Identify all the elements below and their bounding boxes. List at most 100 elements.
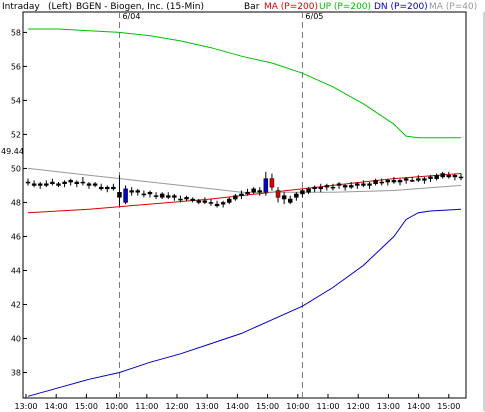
x-tick-label: 12:00 [347, 402, 370, 411]
price-bar [428, 175, 433, 183]
price-bar [111, 183, 116, 191]
price-bar-body [105, 186, 110, 190]
price-bar-body [300, 190, 305, 195]
chart-style-label: Bar [244, 2, 260, 12]
y-tick-label: 44 [11, 266, 21, 275]
series-line-up-p-200- [28, 28, 461, 139]
x-tick-label: 10:00 [105, 402, 128, 411]
side-label: (Left) [48, 2, 72, 12]
price-bar-body [220, 202, 226, 205]
price-bar-body [68, 180, 73, 183]
price-bar [452, 173, 458, 181]
price-bar [25, 178, 31, 186]
price-bar-body [391, 180, 397, 183]
price-bar [123, 185, 128, 205]
price-bar-body [275, 190, 281, 198]
price-bar-body [172, 195, 177, 198]
price-bar [440, 171, 445, 179]
x-tick-label: 15:00 [256, 402, 279, 411]
price-bar-body [196, 200, 202, 203]
price-bar [31, 180, 37, 188]
price-bar-body [434, 174, 439, 179]
price-bar-body [62, 181, 67, 184]
price-bar-body [263, 178, 269, 193]
day-separator-label: 6/04 [122, 12, 140, 21]
price-bar [129, 187, 134, 196]
y-tick-label: 38 [11, 368, 21, 377]
price-bar [220, 200, 226, 208]
x-tick-label: 13:00 [377, 402, 400, 411]
price-bar [336, 182, 342, 189]
y-tick-label: 56 [11, 62, 21, 71]
price-bar-body [452, 174, 458, 178]
price-bar-body [348, 185, 354, 188]
x-tick-label: 11:00 [316, 402, 339, 411]
indicator-lines [27, 28, 462, 397]
price-bar [263, 171, 269, 196]
y-tick-label: 52 [11, 130, 21, 139]
price-bar-body [306, 188, 311, 193]
legend-dn200: DN (P=200) [374, 2, 428, 12]
series-line-ma-p-200- [27, 173, 462, 214]
price-bar-body [25, 181, 31, 184]
price-bar [348, 182, 354, 189]
price-bar-body [269, 178, 275, 188]
plot-frame [22, 11, 467, 399]
x-axis: 13:00 14:00 15:00 10:00 11:00 12:00 13:00 14:00… [14, 394, 460, 411]
price-bar-body [318, 186, 323, 190]
price-bar [172, 193, 177, 201]
price-bar-body [190, 198, 195, 201]
price-bar [434, 173, 439, 181]
price-bar-body [458, 176, 464, 179]
price-bar-body [184, 197, 189, 200]
price-bar [208, 199, 214, 206]
price-bar [300, 188, 305, 198]
price-bar [117, 175, 122, 206]
price-bar [373, 178, 378, 186]
price-bar-body [257, 190, 262, 193]
price-bar-body [385, 180, 391, 183]
price-bar-body [324, 185, 330, 188]
price-bar-body [31, 183, 37, 186]
price-bar-body [336, 183, 342, 186]
price-bar-body [342, 185, 348, 188]
price-bar [184, 195, 189, 201]
price-bar-body [367, 183, 372, 186]
price-bar-body [287, 198, 293, 203]
price-bar-body [111, 186, 116, 190]
price-bar-body [422, 178, 427, 181]
price-bar [37, 182, 43, 189]
price-bars [25, 171, 464, 208]
x-tick-label: 14:00 [407, 402, 430, 411]
price-bar [166, 192, 171, 200]
price-bar [458, 173, 464, 181]
price-bar-body [245, 191, 250, 195]
price-bar [147, 190, 153, 198]
price-bar-body [373, 180, 378, 184]
price-bar [105, 185, 110, 193]
price-bar [239, 190, 244, 200]
price-bar-body [251, 188, 256, 193]
price-bar [50, 178, 55, 186]
price-bar [135, 188, 141, 196]
price-bar [275, 187, 281, 203]
price-bar [251, 187, 256, 194]
price-bar [281, 192, 287, 205]
price-bar-body [446, 174, 452, 178]
x-tick-label: 15:00 [437, 402, 460, 411]
price-bar [367, 182, 372, 189]
legend-ma40: MA (P=40) [429, 2, 477, 12]
y-tick-label: 54 [11, 96, 21, 105]
price-bar-body [86, 183, 92, 186]
price-bar-body [202, 200, 208, 203]
price-bar-body [379, 181, 384, 184]
price-bar-body [233, 195, 238, 200]
day-separator-label: 6/05 [305, 12, 323, 21]
price-bar [98, 183, 104, 191]
price-bar-body [208, 202, 214, 204]
x-tick-label: 14:00 [226, 402, 249, 411]
price-bar [196, 199, 202, 205]
price-bar-body [166, 195, 171, 198]
